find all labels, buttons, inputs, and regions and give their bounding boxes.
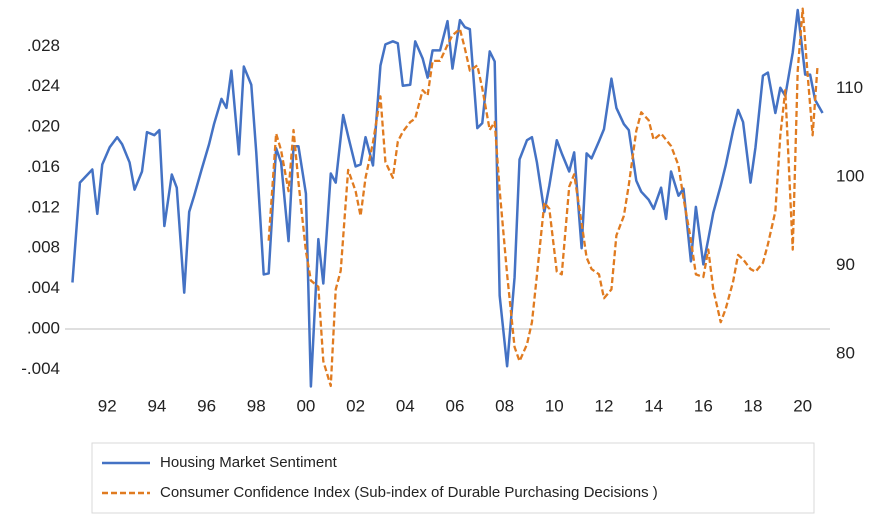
x-tick-label: 96 — [197, 396, 216, 415]
y-tick-label: .000 — [27, 318, 60, 337]
x-tick-label: 10 — [545, 396, 564, 415]
legend-label: Consumer Confidence Index (Sub-index of … — [160, 484, 658, 501]
x-tick-label: 14 — [644, 396, 663, 415]
x-tick-label: 12 — [595, 396, 614, 415]
legend: Housing Market Sentiment Consumer Confide… — [91, 442, 815, 514]
y-tick-label: .028 — [27, 36, 60, 55]
x-tick-label: 98 — [247, 396, 266, 415]
y-tick-label: .024 — [27, 76, 60, 95]
y-tick-label: .008 — [27, 238, 60, 257]
legend-box — [91, 442, 815, 514]
series-line — [267, 7, 819, 388]
y-tick-label: .004 — [27, 278, 60, 297]
x-tick-label: 16 — [694, 396, 713, 415]
y2-tick-label: 80 — [836, 344, 855, 363]
x-tick-label: 02 — [346, 396, 365, 415]
y2-tick-label: 90 — [836, 255, 855, 274]
y-tick-label: .012 — [27, 197, 60, 216]
y-tick-label: -.004 — [21, 359, 60, 378]
x-tick-label: 94 — [147, 396, 166, 415]
x-tick-label: 08 — [495, 396, 514, 415]
y-tick-label: .016 — [27, 157, 60, 176]
y-tick-label: .020 — [27, 117, 60, 136]
x-tick-label: 06 — [445, 396, 464, 415]
x-tick-label: 00 — [296, 396, 315, 415]
y2-tick-label: 100 — [836, 166, 864, 185]
legend-label: Housing Market Sentiment — [160, 454, 338, 471]
x-tick-label: 20 — [793, 396, 812, 415]
x-tick-label: 92 — [98, 396, 117, 415]
x-tick-label: 04 — [396, 396, 415, 415]
y2-tick-label: 110 — [836, 78, 863, 97]
series-line — [71, 8, 824, 388]
x-tick-label: 18 — [744, 396, 763, 415]
